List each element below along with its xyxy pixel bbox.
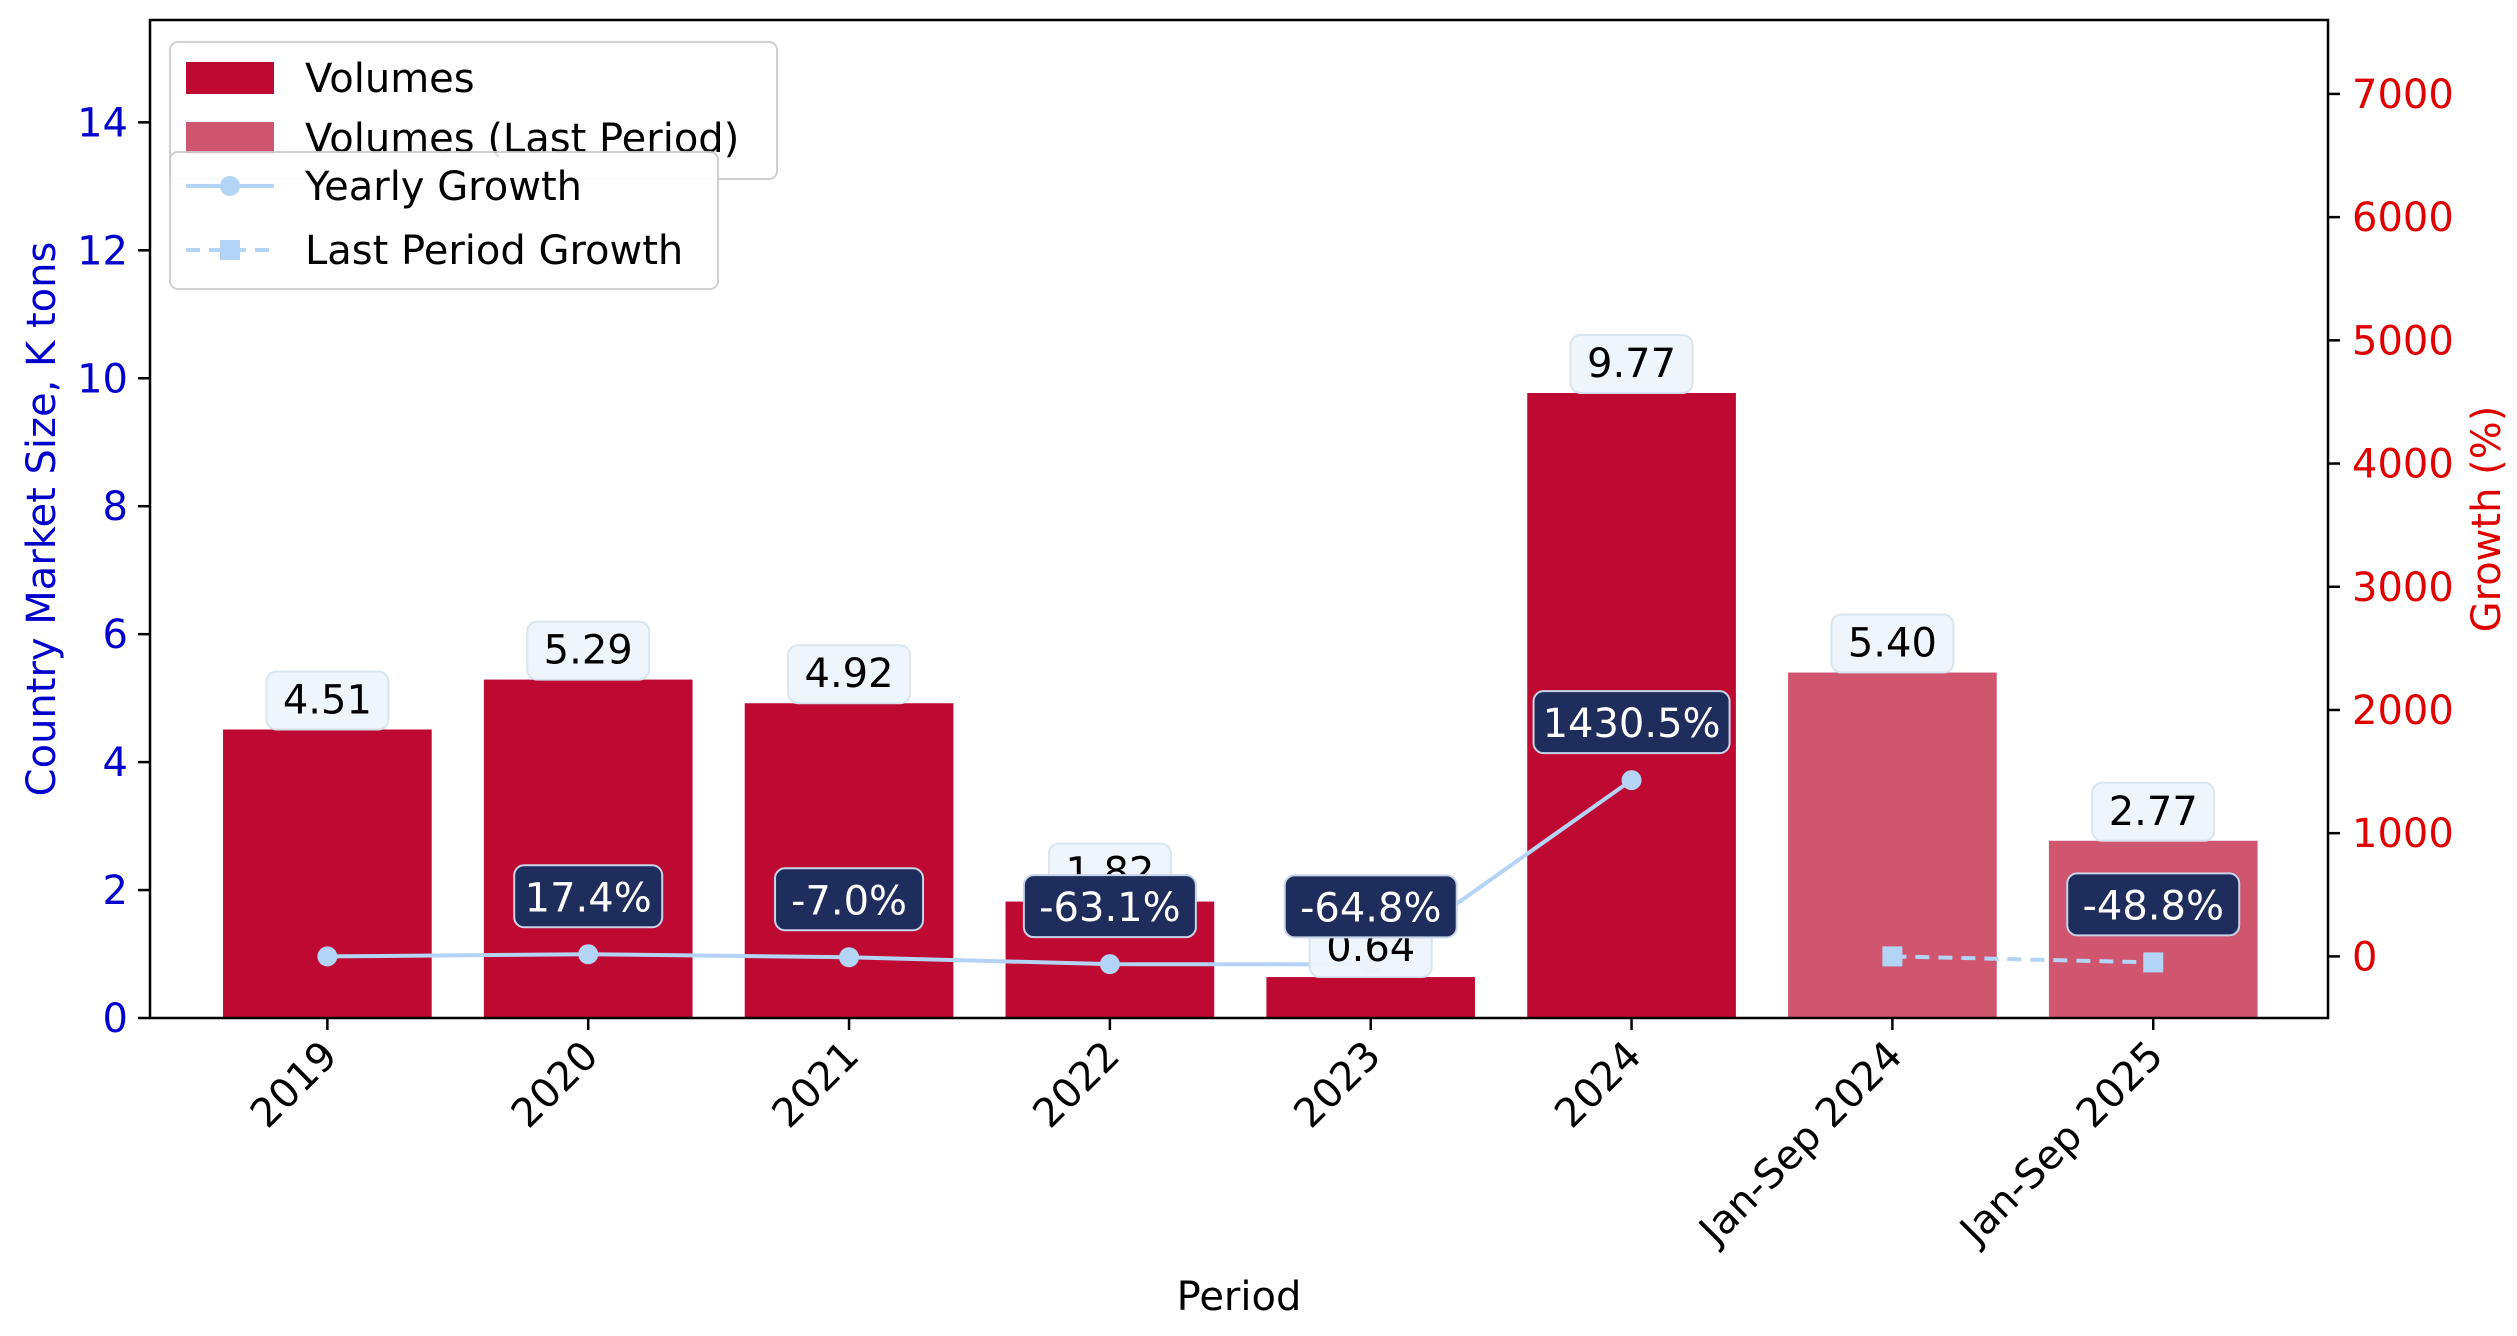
x-tick-label: 2021	[764, 1033, 869, 1138]
y-left-axis-title: Country Market Size, K tons	[19, 242, 65, 797]
growth-marker	[2143, 952, 2164, 973]
legend-marker-last-period	[220, 240, 240, 260]
volume-label: 4.51	[283, 677, 372, 723]
volume-label-box	[1569, 333, 1694, 394]
growth-label-box	[1532, 690, 1731, 755]
legend-marker-yearly	[220, 176, 240, 196]
growth-marker	[1099, 954, 1120, 975]
x-axis-title: Period	[1177, 1274, 1302, 1320]
growth-label: -7.0%	[791, 878, 907, 924]
y-left-tick-label: 4	[103, 740, 128, 786]
volume-label-box	[1830, 613, 1955, 674]
volume-label-box	[265, 670, 390, 731]
volume-label-box	[787, 644, 912, 705]
x-tick-label: Jan-Sep 2024	[1689, 1033, 1912, 1256]
y-left-tick-label: 0	[103, 996, 128, 1042]
y-right-tick-label: 4000	[2352, 442, 2454, 488]
volume-label: 4.92	[805, 651, 894, 697]
growth-marker	[1882, 946, 1903, 967]
y-right-tick-label: 5000	[2352, 318, 2454, 364]
legend-swatch-volumes	[186, 62, 274, 94]
x-tick-label: 2022	[1024, 1033, 1129, 1138]
growth-label-box	[2066, 872, 2241, 937]
volume-label: 9.77	[1587, 341, 1676, 387]
y-left-tick-label: 12	[77, 228, 128, 274]
volume-label: 2.77	[2109, 789, 2198, 835]
growth-marker	[1621, 770, 1642, 791]
y-left-tick-label: 14	[77, 100, 128, 146]
y-left-tick-label: 2	[103, 868, 128, 914]
volume-label-box	[2091, 781, 2216, 842]
y-left-tick-label: 6	[103, 612, 128, 658]
y-right-tick-label: 6000	[2352, 195, 2454, 241]
y-right-axis-title: Growth (%)	[2464, 406, 2510, 633]
x-tick-label: 2023	[1285, 1033, 1390, 1138]
bar-2023	[1266, 977, 1476, 1018]
growth-marker	[317, 946, 338, 967]
growth-label-box	[774, 867, 925, 932]
legend-label-volumes: Volumes	[305, 56, 475, 102]
x-tick-label: 2020	[503, 1033, 608, 1138]
y-right-tick-label: 7000	[2352, 72, 2454, 118]
growth-label: -63.1%	[1039, 885, 1181, 931]
bar-2020	[483, 679, 693, 1018]
growth-label: -64.8%	[1300, 885, 1442, 931]
legend-swatch-volumes-last-period	[186, 122, 274, 154]
y-right-tick-label: 3000	[2352, 565, 2454, 611]
y-right-tick-label: 0	[2352, 934, 2377, 980]
growth-label: -48.8%	[2082, 883, 2224, 929]
growth-marker	[578, 944, 599, 965]
volume-label: 5.29	[544, 628, 633, 674]
y-left-tick-label: 10	[77, 356, 128, 402]
volume-label: 5.40	[1848, 621, 1937, 667]
volume-label-box	[526, 620, 651, 681]
bar-2019	[223, 729, 432, 1018]
y-left-tick-label: 8	[103, 484, 128, 530]
growth-label-box	[513, 864, 664, 929]
x-tick-label: Jan-Sep 2025	[1950, 1033, 2173, 1256]
growth-label: 1430.5%	[1543, 701, 1721, 747]
legend-label-last-period-growth: Last Period Growth	[305, 228, 683, 274]
growth-label-box	[1022, 874, 1197, 939]
y-right-tick-label: 1000	[2352, 811, 2454, 857]
x-tick-label: 2019	[242, 1033, 347, 1138]
plot-frame	[148, 18, 2330, 1020]
legend-lines-box	[169, 151, 719, 290]
y-right-tick-label: 2000	[2352, 688, 2454, 734]
growth-label-box	[1283, 874, 1458, 939]
growth-marker	[839, 947, 860, 968]
x-tick-label: 2024	[1546, 1033, 1651, 1138]
growth-label: 17.4%	[525, 875, 652, 921]
growth-line-last-period	[1892, 954, 2154, 965]
legend-label-yearly-growth: Yearly Growth	[304, 164, 582, 210]
bar-2021	[744, 703, 954, 1018]
